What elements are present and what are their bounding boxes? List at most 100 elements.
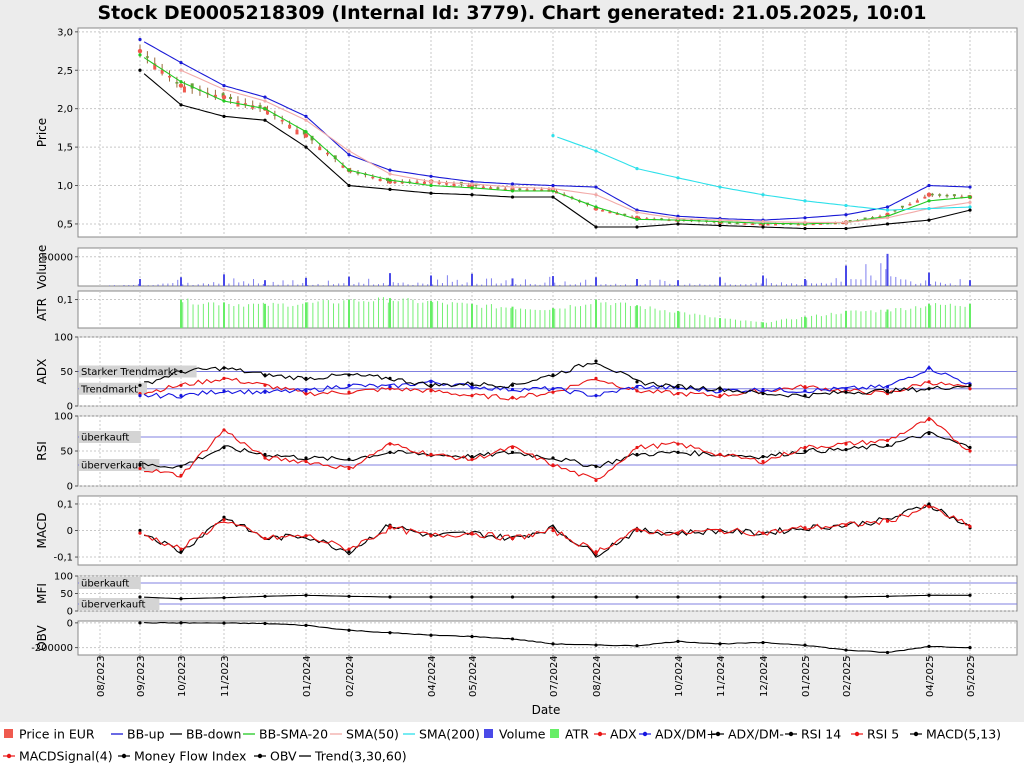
price-point-sma-200 (594, 149, 598, 153)
price-candle (341, 165, 345, 168)
legend-item-macd-5-13: MACD(5,13) (910, 727, 1001, 742)
price-point-bb-sma-20 (635, 217, 639, 221)
price-point-sma-50 (844, 220, 848, 225)
macd-point-macdsignal-4 (844, 523, 848, 527)
x-tick-label: 05/2024 (468, 655, 479, 697)
adx-point-adx-dm (388, 385, 392, 389)
legend-item-trend-3-30-60: Trend(3,30,60) (299, 749, 407, 764)
price-point-bb-up (676, 214, 680, 218)
price-point-bb-up (304, 114, 308, 118)
price-candle (243, 103, 247, 105)
price-candle (908, 203, 912, 206)
rsi-point-rsi-14 (304, 456, 308, 460)
adx-point-adx (222, 376, 226, 380)
price-candle (221, 93, 225, 97)
adx-point-adx (179, 383, 183, 387)
obv-series-obv (144, 621, 971, 653)
rsi-point-rsi-14 (968, 445, 972, 450)
rsi-point-rsi-5 (718, 452, 722, 457)
price-candle (489, 187, 493, 189)
adx-point-adx-dm (635, 385, 639, 389)
legend-label: ADX (610, 727, 637, 742)
x-tick-label: 04/2025 (925, 655, 936, 697)
legend-label: Price in EUR (19, 727, 95, 742)
rsi-point-rsi-5 (594, 478, 598, 482)
panel-price: 3,0 2,5 2,0 1,5 1,0 0,5 Price (35, 27, 1018, 238)
price-point-sma-50 (803, 220, 807, 225)
price-candle (496, 187, 500, 189)
legend-marker (913, 731, 919, 737)
mfi-point-money-flow-index (510, 595, 515, 599)
rsi-y-axis-title: RSI (35, 441, 49, 461)
adx-point-adx-dm (885, 385, 890, 389)
legend-swatch (4, 729, 13, 738)
macd-point-macdsignal-4 (594, 550, 598, 554)
price-candle (938, 194, 942, 196)
legend-label: Volume (499, 727, 546, 742)
legend-item-adx: ADX (594, 727, 637, 742)
panels: 3,02,52,01,51,00,5Price50000Volume0,1ATR… (31, 27, 1018, 656)
macd-point-macdsignal-4 (968, 524, 972, 529)
price-point-bb-down (635, 225, 639, 229)
adx-point-adx-dm (138, 394, 142, 398)
price-series-sma-200 (557, 136, 971, 211)
rsi-point-rsi-5 (304, 459, 308, 464)
adx-point-adx (263, 383, 267, 387)
legend-item-volume: Volume (484, 727, 546, 742)
macd-point-macdsignal-4 (551, 528, 555, 533)
price-candle (258, 105, 262, 108)
price-candle (841, 222, 845, 225)
price-candle (774, 223, 778, 226)
price-candle (615, 213, 619, 215)
price-candle (623, 213, 627, 216)
price-candle (893, 209, 897, 212)
legend-label: ADX/DM+ (655, 727, 717, 742)
panel-adx: 100 50 0 ADX Starker Trendmarkt Trendmarkt (35, 333, 1018, 413)
price-y-axis-title: Price (35, 118, 49, 147)
adx-point-adx-dm (304, 376, 308, 380)
price-point-bb-down (594, 225, 598, 229)
adx-point-adx (927, 380, 931, 384)
obv-point-obv (761, 641, 765, 645)
price-candle (310, 135, 314, 141)
rsi-y-tick-label: 0 (67, 482, 73, 493)
mfi-point-money-flow-index (470, 595, 474, 599)
band-label-starker-trendmarkt: Starker Trendmarkt (81, 367, 178, 378)
mfi-point-money-flow-index (138, 595, 142, 599)
price-candle (280, 119, 284, 122)
adx-point-adx-dm (429, 383, 433, 387)
price-point-sma-200 (761, 193, 765, 197)
mfi-y-axis-title: MFI (35, 583, 49, 604)
adx-series-adx-dm (143, 365, 971, 399)
rsi-point-rsi-5 (968, 449, 972, 453)
macd-point-macdsignal-4 (263, 536, 267, 541)
mfi-point-money-flow-index (222, 596, 226, 600)
price-candle (408, 181, 412, 183)
rsi-series-rsi-5 (144, 416, 970, 480)
rsi-point-rsi-5 (470, 457, 474, 461)
legend-item-money-flow-index: Money Flow Index (118, 749, 246, 764)
atr-y-axis-title: ATR (35, 298, 49, 321)
rsi-point-rsi-5 (885, 438, 890, 443)
macd-y-tick-label: -0,1 (53, 553, 73, 564)
adx-point-adx-dm (761, 391, 765, 396)
price-candle (735, 222, 739, 225)
price-candle (168, 75, 172, 78)
price-candle (213, 94, 217, 98)
price-y-tick-label: 2,5 (57, 66, 73, 77)
legend-label: MACDSignal(4) (19, 749, 113, 764)
adx-point-adx (676, 391, 680, 396)
price-candle (751, 223, 755, 226)
adx-point-adx-dm (388, 376, 392, 380)
price-point-sma-50 (263, 99, 267, 103)
rsi-point-rsi-5 (927, 417, 931, 422)
price-y-tick-label: 3,0 (57, 27, 73, 38)
rsi-y-tick-label: 50 (60, 447, 73, 458)
macd-point-macdsignal-4 (761, 531, 765, 535)
rsi-point-rsi-5 (429, 452, 433, 457)
adx-point-adx-dm (844, 387, 848, 391)
band-label-bg (79, 577, 141, 589)
price-point-bb-up (347, 153, 351, 157)
price-point-bb-down (347, 183, 351, 188)
